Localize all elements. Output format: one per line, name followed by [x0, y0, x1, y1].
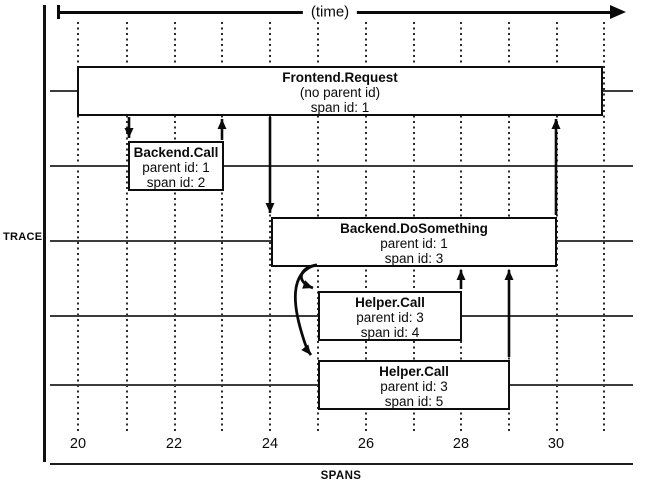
- span-id: span id: 1: [310, 100, 370, 115]
- x-tick-28: 28: [452, 436, 470, 452]
- gridline-31: [603, 22, 605, 432]
- span-parent-id: parent id: 1: [380, 236, 448, 251]
- gridline-24: [269, 22, 271, 432]
- span-title: Helper.Call: [355, 295, 425, 310]
- time-axis-arrowhead-icon: [610, 5, 626, 19]
- spans-axis-label: SPANS: [320, 470, 362, 482]
- time-axis-label: (time): [302, 3, 358, 21]
- x-tick-30: 30: [547, 436, 565, 452]
- span-id: span id: 3: [384, 251, 444, 266]
- gridline-20: [77, 22, 79, 432]
- span-parent-id: parent id: 3: [356, 310, 424, 325]
- span-box-backend-dosomething: Backend.DoSomething parent id: 1 span id…: [271, 217, 557, 267]
- span-box-backend-call: Backend.Call parent id: 1 span id: 2: [128, 141, 224, 191]
- gridline-23: [221, 22, 223, 432]
- span-id: span id: 5: [384, 394, 444, 409]
- span-box-helper-call-4: Helper.Call parent id: 3 span id: 4: [318, 291, 462, 341]
- span-parent-id: (no parent id): [299, 85, 381, 100]
- span-title: Helper.Call: [379, 364, 449, 379]
- row-line-span-2: [50, 165, 633, 167]
- x-tick-22: 22: [165, 436, 183, 452]
- span-box-frontend-request: Frontend.Request (no parent id) span id:…: [77, 66, 603, 116]
- gridline-22: [174, 22, 176, 432]
- call-arrow-dosomething-to-helper-call-4: [299, 263, 318, 290]
- span-title: Backend.DoSomething: [340, 221, 488, 236]
- span-title: Frontend.Request: [282, 70, 398, 85]
- gridline-21: [126, 22, 128, 432]
- x-tick-26: 26: [357, 436, 375, 452]
- span-id: span id: 2: [146, 175, 206, 190]
- span-box-helper-call-5: Helper.Call parent id: 3 span id: 5: [318, 360, 510, 410]
- trace-axis-line: [43, 5, 46, 462]
- span-parent-id: parent id: 3: [380, 379, 448, 394]
- gridline-30: [556, 22, 558, 432]
- call-arrow-dosomething-to-helper-call-5: [294, 263, 317, 356]
- span-parent-id: parent id: 1: [142, 160, 210, 175]
- x-tick-24: 24: [261, 436, 279, 452]
- trace-axis-label: TRACE: [3, 231, 43, 243]
- spans-axis-line: [50, 463, 633, 465]
- x-tick-20: 20: [69, 436, 87, 452]
- span-title: Backend.Call: [133, 145, 219, 160]
- span-id: span id: 4: [360, 325, 420, 340]
